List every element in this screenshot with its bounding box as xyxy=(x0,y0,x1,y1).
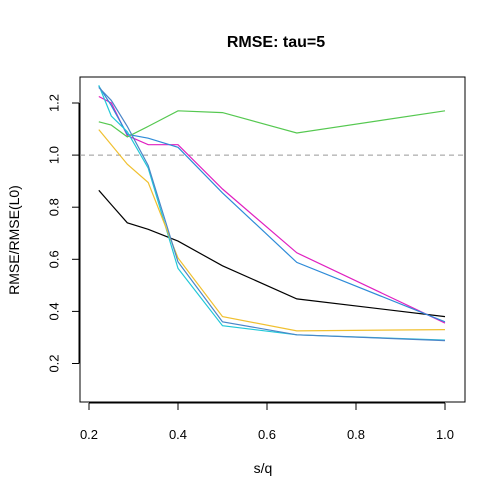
y-tick-label: 0.4 xyxy=(46,302,61,320)
plot-frame xyxy=(79,76,466,403)
x-axis: 0.2 0.4 0.6 0.8 1.0 xyxy=(80,402,454,442)
y-axis: 0.2 0.4 0.6 0.8 1.0 1.2 xyxy=(46,94,80,373)
y-tick-label: 1.0 xyxy=(46,146,61,164)
x-axis-label: s/q xyxy=(254,460,273,476)
y-tick-label: 1.2 xyxy=(46,94,61,112)
x-tick-label: 0.6 xyxy=(258,427,276,442)
series-layer xyxy=(98,85,446,342)
y-axis-label: RMSE/RMSE(L0) xyxy=(6,185,22,295)
series-line-5 xyxy=(98,85,446,341)
series-line-2 xyxy=(98,95,446,324)
x-tick-label: 0.2 xyxy=(80,427,98,442)
y-tick-label: 0.8 xyxy=(46,198,61,216)
series-line-4 xyxy=(98,110,446,138)
x-tick-label: 0.8 xyxy=(347,427,365,442)
x-tick-label: 1.0 xyxy=(436,427,454,442)
y-tick-label: 0.6 xyxy=(46,250,61,268)
series-line-3 xyxy=(98,85,446,323)
series-line-1 xyxy=(98,189,446,318)
y-tick-label: 0.2 xyxy=(46,354,61,372)
series-line-7 xyxy=(98,86,446,342)
x-tick-label: 0.4 xyxy=(169,427,187,442)
chart-title: RMSE: tau=5 xyxy=(227,34,325,51)
series-line-6 xyxy=(98,129,446,332)
